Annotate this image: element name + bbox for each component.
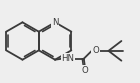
Text: O: O	[92, 46, 99, 55]
Text: O: O	[81, 66, 88, 75]
Text: N: N	[52, 18, 58, 27]
Text: HN: HN	[61, 54, 74, 63]
